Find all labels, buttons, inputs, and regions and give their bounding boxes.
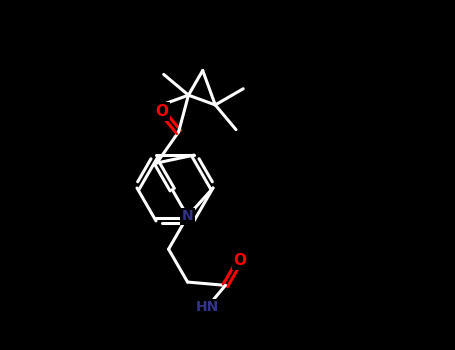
Text: O: O	[155, 104, 168, 119]
Text: O: O	[233, 253, 246, 268]
Text: N: N	[182, 209, 193, 223]
Text: HN: HN	[196, 300, 219, 314]
